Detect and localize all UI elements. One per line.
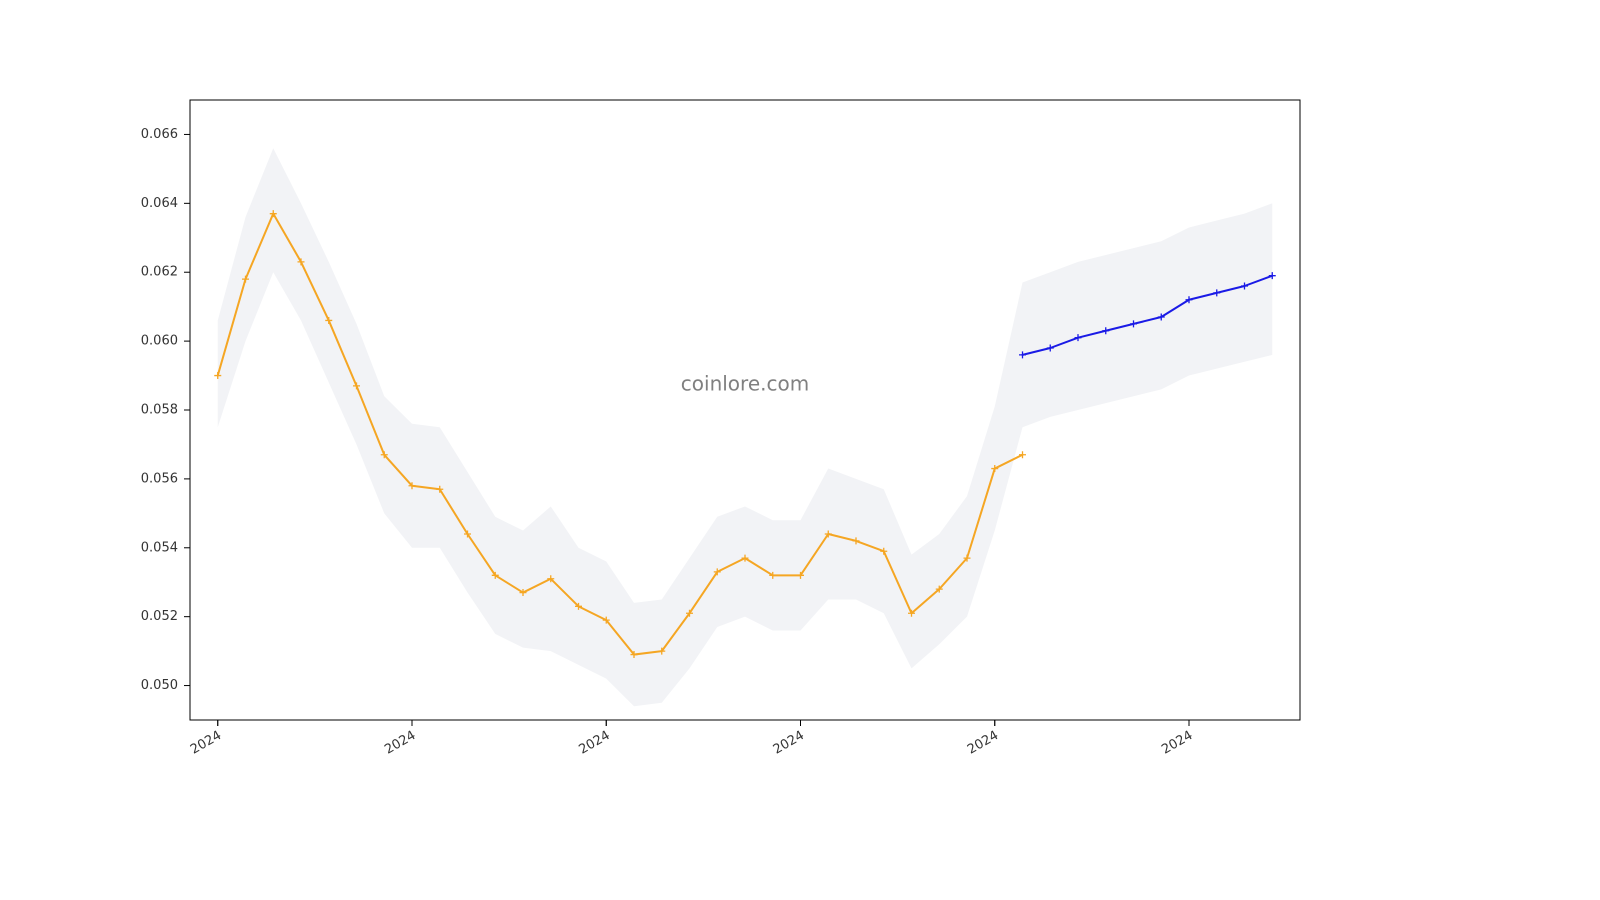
y-tick-label: 0.062 [141,265,178,280]
y-tick-label: 0.066 [141,127,178,142]
y-tick-label: 0.058 [141,403,178,418]
line-chart: coinlore.com 0.050 0.052 0.054 0.056 0.058 0.0… [0,0,1600,900]
y-tick-label: 0.064 [141,196,178,211]
watermark-text: coinlore.com [681,372,809,396]
y-tick-label: 0.056 [141,471,178,486]
y-tick-label: 0.052 [141,609,178,624]
y-tick-label: 0.050 [141,678,178,693]
chart-container: coinlore.com 0.050 0.052 0.054 0.056 0.058 0.0… [0,0,1600,900]
y-tick-label: 0.054 [141,540,178,555]
y-tick-label: 0.060 [141,334,178,349]
